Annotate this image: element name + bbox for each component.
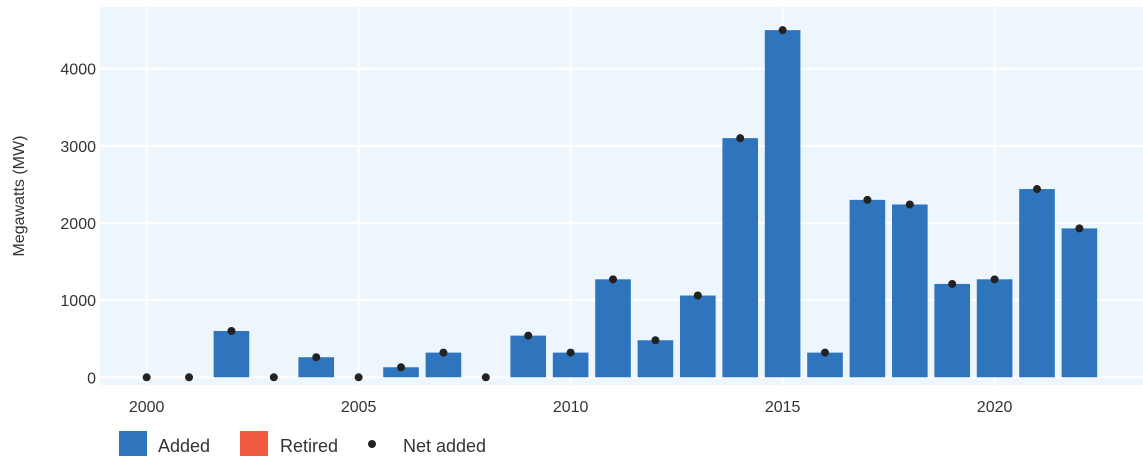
x-axis-ticks: 2000 2005 2010 2015 2020: [129, 399, 1013, 416]
point-net-added-2010: [566, 348, 575, 357]
bar-added-2009: [510, 335, 547, 378]
point-net-added-2012: [651, 336, 660, 345]
bar-added-2020: [976, 279, 1013, 378]
y-tick-label-2000: 2000: [60, 216, 96, 233]
bar-added-2015: [764, 30, 801, 378]
legend-marker-net-added: [368, 440, 376, 448]
y-tick-label-4000: 4000: [60, 62, 96, 79]
legend-item-retired: Retired: [240, 431, 338, 456]
bar-added-2016: [807, 352, 843, 378]
bar-added-2002: [213, 331, 250, 378]
bar-added-2014: [722, 138, 759, 378]
bar-added-2021: [1019, 189, 1055, 378]
point-net-added-2002: [227, 327, 236, 335]
x-tick-label-2010: 2010: [553, 399, 589, 416]
point-net-added-2000: [142, 373, 151, 382]
bar-added-2006: [383, 367, 419, 378]
point-net-added-2005: [354, 373, 363, 382]
point-net-added-2014: [736, 134, 745, 143]
bar-added-2013: [680, 295, 716, 378]
legend-label-net-added: Net added: [403, 436, 486, 456]
point-net-added-2018: [905, 200, 914, 209]
y-axis-title: Megawatts (MW): [11, 136, 28, 257]
y-tick-label-3000: 3000: [60, 139, 96, 156]
legend-swatch-retired: [240, 431, 268, 456]
x-tick-label-2020: 2020: [977, 399, 1013, 416]
x-tick-label-2000: 2000: [129, 399, 165, 416]
legend-swatch-added: [119, 431, 147, 456]
x-tick-label-2015: 2015: [765, 399, 801, 416]
bar-added-2004: [298, 357, 335, 378]
point-net-added-2016: [821, 348, 830, 357]
point-net-added-2017: [863, 195, 872, 204]
point-net-added-2007: [439, 348, 448, 357]
point-net-added-2009: [524, 331, 533, 340]
bar-added-2018: [892, 204, 928, 378]
y-axis-ticks: 0 1000 2000 3000 4000: [60, 62, 96, 388]
bar-added-2012: [637, 340, 674, 378]
point-net-added-2008: [481, 373, 490, 382]
point-net-added-2001: [185, 373, 194, 382]
point-net-added-2015: [778, 26, 787, 35]
bar-added-2019: [934, 283, 971, 378]
point-net-added-2022: [1075, 224, 1084, 233]
point-net-added-2003: [269, 373, 278, 382]
bar-added-2007: [425, 352, 462, 378]
x-tick-label-2005: 2005: [341, 399, 377, 416]
point-net-added-2004: [312, 353, 321, 362]
legend-item-added: Added: [119, 431, 210, 456]
y-tick-label-1000: 1000: [60, 293, 96, 310]
points-net-added: [142, 26, 1084, 382]
point-net-added-2021: [1033, 185, 1042, 194]
point-net-added-2011: [609, 275, 618, 284]
bar-added-2022: [1061, 228, 1098, 378]
legend-label-retired: Retired: [280, 436, 338, 456]
legend: Added Retired Net added: [119, 431, 486, 456]
bar-added-2010: [552, 352, 589, 378]
point-net-added-2006: [397, 363, 406, 372]
point-net-added-2013: [693, 291, 702, 300]
legend-label-added: Added: [158, 436, 210, 456]
point-net-added-2020: [990, 275, 999, 284]
bars-added: [213, 30, 1098, 378]
bar-added-2011: [595, 279, 631, 378]
bar-added-2017: [849, 199, 886, 378]
legend-item-net-added: Net added: [368, 436, 486, 456]
y-tick-label-0: 0: [87, 370, 96, 387]
point-net-added-2019: [948, 279, 957, 288]
